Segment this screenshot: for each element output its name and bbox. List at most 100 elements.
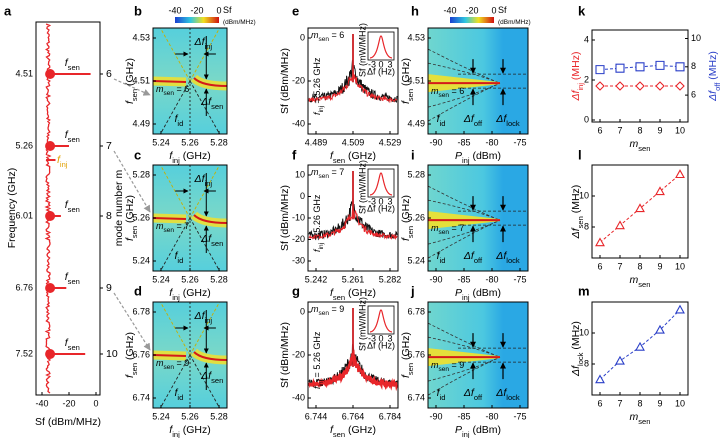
- label-part: sen: [333, 293, 345, 302]
- marker: [615, 355, 625, 365]
- x-tick-label: 5.24: [152, 274, 170, 284]
- label-part: sen: [211, 102, 223, 111]
- label-part: f: [65, 199, 69, 211]
- label-part: off: [474, 119, 483, 128]
- mode-number: 7: [106, 140, 112, 152]
- label-part: = 5.26 GHz: [312, 331, 322, 380]
- label-part: (GHz): [180, 287, 211, 299]
- y-axis-label: fsen (GHz): [124, 332, 139, 378]
- label-part: sen: [164, 364, 175, 371]
- label-part: f: [169, 287, 173, 299]
- label-part: = 9: [174, 358, 189, 368]
- label-part: inj: [462, 293, 470, 302]
- label-part: (GHz): [400, 332, 412, 363]
- x-tick-label: 5.282: [379, 274, 402, 284]
- label-part: f: [124, 374, 136, 378]
- peak-label: fsen: [65, 337, 80, 352]
- annotation: Δfsen: [200, 96, 223, 111]
- mode-label: msen = 7: [431, 223, 464, 236]
- label-part: f: [124, 100, 136, 104]
- label-part: Δf: [194, 310, 206, 322]
- y-tick-label: 0: [584, 114, 589, 124]
- label-part: Δf: [194, 173, 206, 185]
- tuning-curve: [189, 354, 220, 409]
- label-part: (GHz): [124, 332, 136, 363]
- label-part: = 7: [174, 221, 189, 231]
- label-part: f: [400, 237, 412, 241]
- y-tick-label: 5.24: [132, 255, 150, 265]
- spectrum-peak-base: [45, 141, 56, 151]
- x-tick-label: -80: [485, 274, 498, 284]
- label-part: inj: [205, 179, 213, 188]
- colorbar: [175, 17, 219, 23]
- label-part: P: [455, 287, 462, 299]
- x-tick-label: 7: [617, 125, 622, 135]
- x-tick-label: -40: [35, 398, 48, 408]
- label-part: P: [455, 150, 462, 162]
- label-part: = 5.26 GHz: [312, 57, 322, 106]
- x-tick-label: -80: [485, 137, 498, 147]
- y-tick-label: 4.53: [132, 32, 150, 42]
- x-axis-label: finj (GHz): [169, 424, 210, 438]
- panel-letter: b: [134, 3, 142, 18]
- annotation: fid: [175, 250, 184, 265]
- y-tick-label: 6.76: [132, 349, 150, 359]
- mode-label: msen = 7: [311, 167, 344, 180]
- label-part: (dBm): [470, 424, 502, 436]
- x-tick-label: 5.242: [305, 274, 328, 284]
- x-tick-label: 8: [637, 261, 642, 271]
- label-part: = 7: [449, 223, 464, 233]
- mode-number: 6: [106, 68, 112, 80]
- label-part: id: [440, 256, 446, 265]
- panel-letter: j: [410, 283, 415, 298]
- y-tick-label: -30: [292, 255, 305, 265]
- inset-tick: 3: [387, 333, 392, 343]
- y-tick-label: 6.01: [15, 210, 33, 220]
- marker: [595, 81, 605, 91]
- y-tick-label: -20: [292, 349, 305, 359]
- x-tick-label: -85: [457, 411, 470, 421]
- y-tick-label: 6.74: [407, 392, 425, 402]
- y-axis-label: Δfsen (MHz): [570, 185, 585, 240]
- label-part: id: [177, 393, 183, 402]
- label-part: m: [156, 84, 164, 94]
- label-part: inj: [318, 380, 325, 386]
- y-tick-label: 6.74: [132, 392, 150, 402]
- y-tick-label: 10: [579, 190, 589, 200]
- label-part: = 9: [449, 360, 464, 370]
- x-axis-label: msen: [630, 411, 651, 426]
- marker: [675, 169, 685, 179]
- x-tick-label: 9: [657, 125, 662, 135]
- inset-y-label: Sf (mW/MHz): [357, 297, 367, 351]
- label-part: = 9: [329, 304, 344, 314]
- label-part: m: [311, 30, 319, 40]
- y-axis-label: Δflock (MHz): [570, 321, 585, 377]
- label-part: sen: [164, 90, 175, 97]
- panel-letter: f: [292, 147, 297, 162]
- label-part: = 6: [174, 84, 189, 94]
- label-part: (GHz): [400, 58, 412, 89]
- label-part: m: [311, 304, 319, 314]
- y-tick-label: 8: [584, 358, 589, 368]
- label-part: sen: [638, 417, 650, 426]
- marker: [675, 81, 685, 91]
- label-part: sen: [439, 229, 450, 236]
- y-axis-label: fsen (GHz): [400, 332, 415, 378]
- mode-label: msen = 9: [311, 304, 344, 317]
- label-part: (dBm/MHz): [498, 19, 531, 26]
- y-tick-label: 5.26: [407, 212, 425, 222]
- y-axis-label: Sf (dBm/MHz): [279, 322, 291, 388]
- x-axis-label: Pinj (dBm): [455, 150, 501, 165]
- y-tick-label: 2: [584, 74, 589, 84]
- tuning-curve: [160, 80, 191, 135]
- inset-peak: [369, 172, 393, 196]
- label-part: lock: [506, 256, 520, 265]
- label-part: f: [312, 111, 322, 115]
- x-tick-label: 5.26: [181, 274, 199, 284]
- y-tick-label: 10: [579, 327, 589, 337]
- inset: [367, 168, 395, 198]
- y-tick-label: 4.49: [132, 118, 150, 128]
- label-part: f: [65, 129, 69, 141]
- label-part: f: [330, 287, 334, 299]
